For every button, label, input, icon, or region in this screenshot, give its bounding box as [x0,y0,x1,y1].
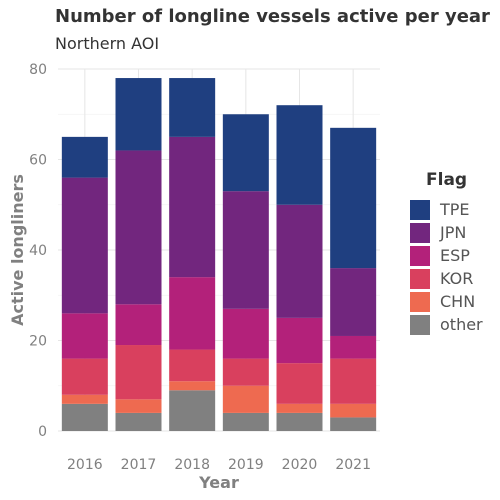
bar-segment-other-2019 [223,413,269,431]
bar-segment-esp-2016 [62,313,108,358]
bar-segment-tpe-2021 [330,128,376,268]
bar-segment-jpn-2019 [223,191,269,309]
bar-segment-kor-2019 [223,359,269,386]
legend: Flag TPE JPN ESP KOR CHN other [410,170,483,336]
bar-segment-other-2021 [330,417,376,431]
x-tick-label: 2020 [282,457,318,473]
legend-label: ESP [440,246,470,265]
legend-label: CHN [440,292,475,311]
legend-items: TPE JPN ESP KOR CHN other [410,198,483,336]
legend-item-jpn: JPN [410,221,483,244]
legend-item-tpe: TPE [410,198,483,221]
x-axis-title: Year [198,473,239,492]
y-tick-label: 80 [29,62,47,78]
bar-segment-tpe-2016 [62,137,108,178]
legend-label: other [440,315,483,334]
bar-segment-jpn-2016 [62,178,108,314]
bar-segment-chn-2017 [116,399,162,413]
bar-segment-kor-2021 [330,359,376,404]
legend-swatch [410,223,430,243]
x-tick-label: 2019 [228,457,264,473]
legend-swatch [410,292,430,312]
legend-title: Flag [426,170,483,190]
bar-layer [62,78,376,431]
bar-segment-tpe-2017 [116,78,162,150]
legend-label: TPE [440,200,470,219]
x-tick-label: 2017 [121,457,157,473]
bar-segment-tpe-2020 [277,105,323,205]
x-tick-label: 2016 [67,457,103,473]
legend-swatch [410,315,430,335]
y-tick-label: 40 [29,243,47,259]
legend-swatch [410,246,430,266]
y-tick-label: 20 [29,334,47,350]
bar-segment-jpn-2020 [277,205,323,318]
bar-segment-esp-2017 [116,304,162,345]
bar-segment-esp-2019 [223,309,269,359]
bar-segment-kor-2017 [116,345,162,399]
bar-segment-other-2020 [277,413,323,431]
bar-segment-other-2018 [169,390,215,431]
y-tick-label: 0 [38,424,47,440]
legend-item-other: other [410,313,483,336]
bar-segment-other-2017 [116,413,162,431]
bar-segment-other-2016 [62,404,108,431]
bar-segment-chn-2021 [330,404,376,418]
legend-item-chn: CHN [410,290,483,313]
bar-segment-chn-2019 [223,386,269,413]
bar-segment-esp-2018 [169,277,215,349]
bar-segment-jpn-2018 [169,137,215,277]
legend-swatch [410,269,430,289]
bar-segment-tpe-2019 [223,114,269,191]
bar-segment-chn-2016 [62,395,108,404]
y-axis-title: Active longliners [8,174,27,326]
bar-segment-jpn-2017 [116,150,162,304]
bar-segment-chn-2018 [169,381,215,390]
legend-label: JPN [440,223,466,242]
x-tick-label: 2021 [335,457,371,473]
x-tick-label: 2018 [174,457,210,473]
bar-segment-esp-2020 [277,318,323,363]
bar-segment-jpn-2021 [330,268,376,336]
bar-segment-kor-2018 [169,350,215,382]
bar-segment-tpe-2018 [169,78,215,137]
bar-segment-kor-2016 [62,359,108,395]
legend-item-kor: KOR [410,267,483,290]
bar-segment-chn-2020 [277,404,323,413]
bar-segment-kor-2020 [277,363,323,404]
legend-label: KOR [440,269,473,288]
legend-item-esp: ESP [410,244,483,267]
legend-swatch [410,200,430,220]
y-tick-label: 60 [29,153,47,169]
bar-segment-esp-2021 [330,336,376,359]
